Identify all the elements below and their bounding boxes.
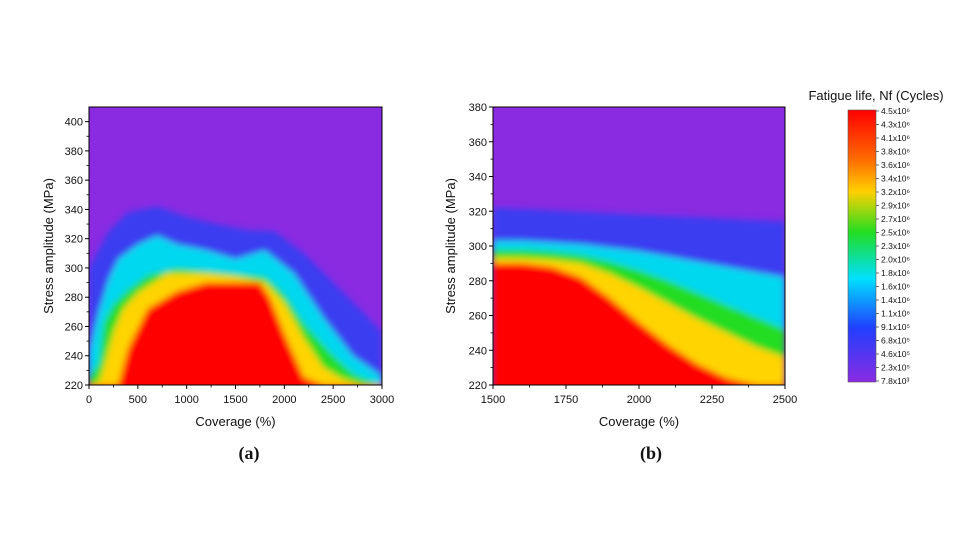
colorbar-tick-label: 2.9x10⁶ — [881, 201, 910, 211]
colorbar-tick-label: 1.4x10⁶ — [881, 295, 910, 305]
x-tick-label: 2000 — [627, 394, 651, 406]
colorbar-tick-label: 1.6x10⁶ — [881, 282, 910, 292]
contour-field-b — [493, 207, 785, 385]
y-tick-label: 220 — [65, 380, 83, 392]
colorbar-tick-label: 1.1x10⁶ — [881, 309, 910, 319]
y-tick-label: 280 — [469, 276, 487, 288]
y-tick-label: 240 — [469, 345, 487, 357]
x-tick-label: 1000 — [174, 394, 198, 406]
x-tick-label: 1750 — [554, 394, 578, 406]
y-tick-label: 300 — [469, 241, 487, 253]
y-tick-label: 240 — [65, 351, 83, 363]
panel-label-b: (b) — [640, 443, 662, 464]
colorbar-tick-label: 1.8x10⁶ — [881, 268, 910, 278]
x-tick-label: 2000 — [272, 394, 296, 406]
x-tick-label: 1500 — [223, 394, 247, 406]
y-tick-label: 400 — [65, 117, 83, 129]
colorbar-tick-label: 9.1x10⁵ — [881, 322, 910, 332]
colorbar-tick-label: 2.3x10⁶ — [881, 241, 910, 251]
y-tick-label: 340 — [65, 204, 83, 216]
heatmap-panel-a: 0 500 1000 1500 2000 2500 3000 220 240 260 280 300 3… — [41, 106, 395, 464]
contour-band — [493, 263, 785, 385]
colorbar-tick-label: 2.0x10⁶ — [881, 255, 910, 265]
x-tick-label: 1500 — [481, 394, 505, 406]
contour-band — [89, 282, 382, 385]
colorbar-tick-label: 2.3x10⁵ — [881, 363, 910, 373]
axes-b: 1500 1750 2000 2250 2500 220 240 260 280 300 320 34… — [469, 102, 798, 406]
axes-a: 0 500 1000 1500 2000 2500 3000 220 240 260 280 300 3… — [65, 117, 395, 406]
y-axis-title-a: Stress amplitude (MPa) — [41, 178, 56, 314]
x-tick-label: 2250 — [700, 394, 724, 406]
x-axis-title-b: Coverage (%) — [599, 414, 679, 429]
y-tick-label: 340 — [469, 172, 487, 184]
y-tick-label: 300 — [65, 263, 83, 275]
colorbar-labels: 4.5x10⁶ 4.3x10⁶ 4.1x10⁶ 3.8x10⁶ 3.6x10⁶ 3.4x1… — [876, 106, 910, 386]
x-tick-label: 500 — [129, 394, 147, 406]
y-tick-label: 220 — [469, 380, 487, 392]
x-tick-label: 2500 — [773, 394, 797, 406]
y-tick-label: 360 — [469, 137, 487, 149]
colorbar-tick-label: 3.2x10⁶ — [881, 187, 910, 197]
y-tick-label: 380 — [65, 146, 83, 158]
colorbar-tick-label: 3.4x10⁶ — [881, 174, 910, 184]
colorbar-tick-label: 4.6x10⁵ — [881, 349, 910, 359]
contour-bands — [493, 207, 785, 385]
y-axis-title-b: Stress amplitude (MPa) — [443, 178, 458, 314]
x-tick-label: 0 — [86, 394, 92, 406]
colorbar-tick-label: 6.8x10⁵ — [881, 336, 910, 346]
panel-label-a: (a) — [239, 443, 260, 464]
colorbar-tick-label: 4.3x10⁶ — [881, 120, 910, 130]
colorbar-title: Fatigue life, Nf (Cycles) — [808, 88, 943, 103]
colorbar-tick-label: 7.8x10³ — [881, 376, 910, 386]
colorbar-tick-label: 2.7x10⁶ — [881, 214, 910, 224]
colorbar-tick-label: 4.1x10⁶ — [881, 133, 910, 143]
y-tick-label: 320 — [65, 234, 83, 246]
colorbar-tick-label: 2.5x10⁶ — [881, 228, 910, 238]
y-tick-label: 380 — [469, 102, 487, 114]
x-tick-label: 3000 — [370, 394, 394, 406]
colorbar-tick-label: 3.8x10⁶ — [881, 147, 910, 157]
colorbar-tick-label: 3.6x10⁶ — [881, 160, 910, 170]
y-tick-label: 260 — [65, 321, 83, 333]
y-tick-label: 260 — [469, 311, 487, 323]
contour-bands — [89, 206, 382, 385]
y-tick-label: 320 — [469, 206, 487, 218]
colorbar-gradient — [847, 109, 877, 383]
colorbar-tick-label: 4.5x10⁶ — [881, 106, 910, 116]
x-tick-label: 2500 — [321, 394, 345, 406]
y-tick-label: 280 — [65, 292, 83, 304]
x-axis-title-a: Coverage (%) — [195, 414, 275, 429]
y-tick-label: 360 — [65, 175, 83, 187]
contour-field-a — [89, 206, 382, 385]
colorbar: Fatigue life, Nf (Cycles) 4.5x10⁶ 4.3x10⁶… — [808, 88, 943, 386]
heatmap-panel-b: 1500 1750 2000 2250 2500 220 240 260 280 300 320 34… — [443, 102, 797, 464]
